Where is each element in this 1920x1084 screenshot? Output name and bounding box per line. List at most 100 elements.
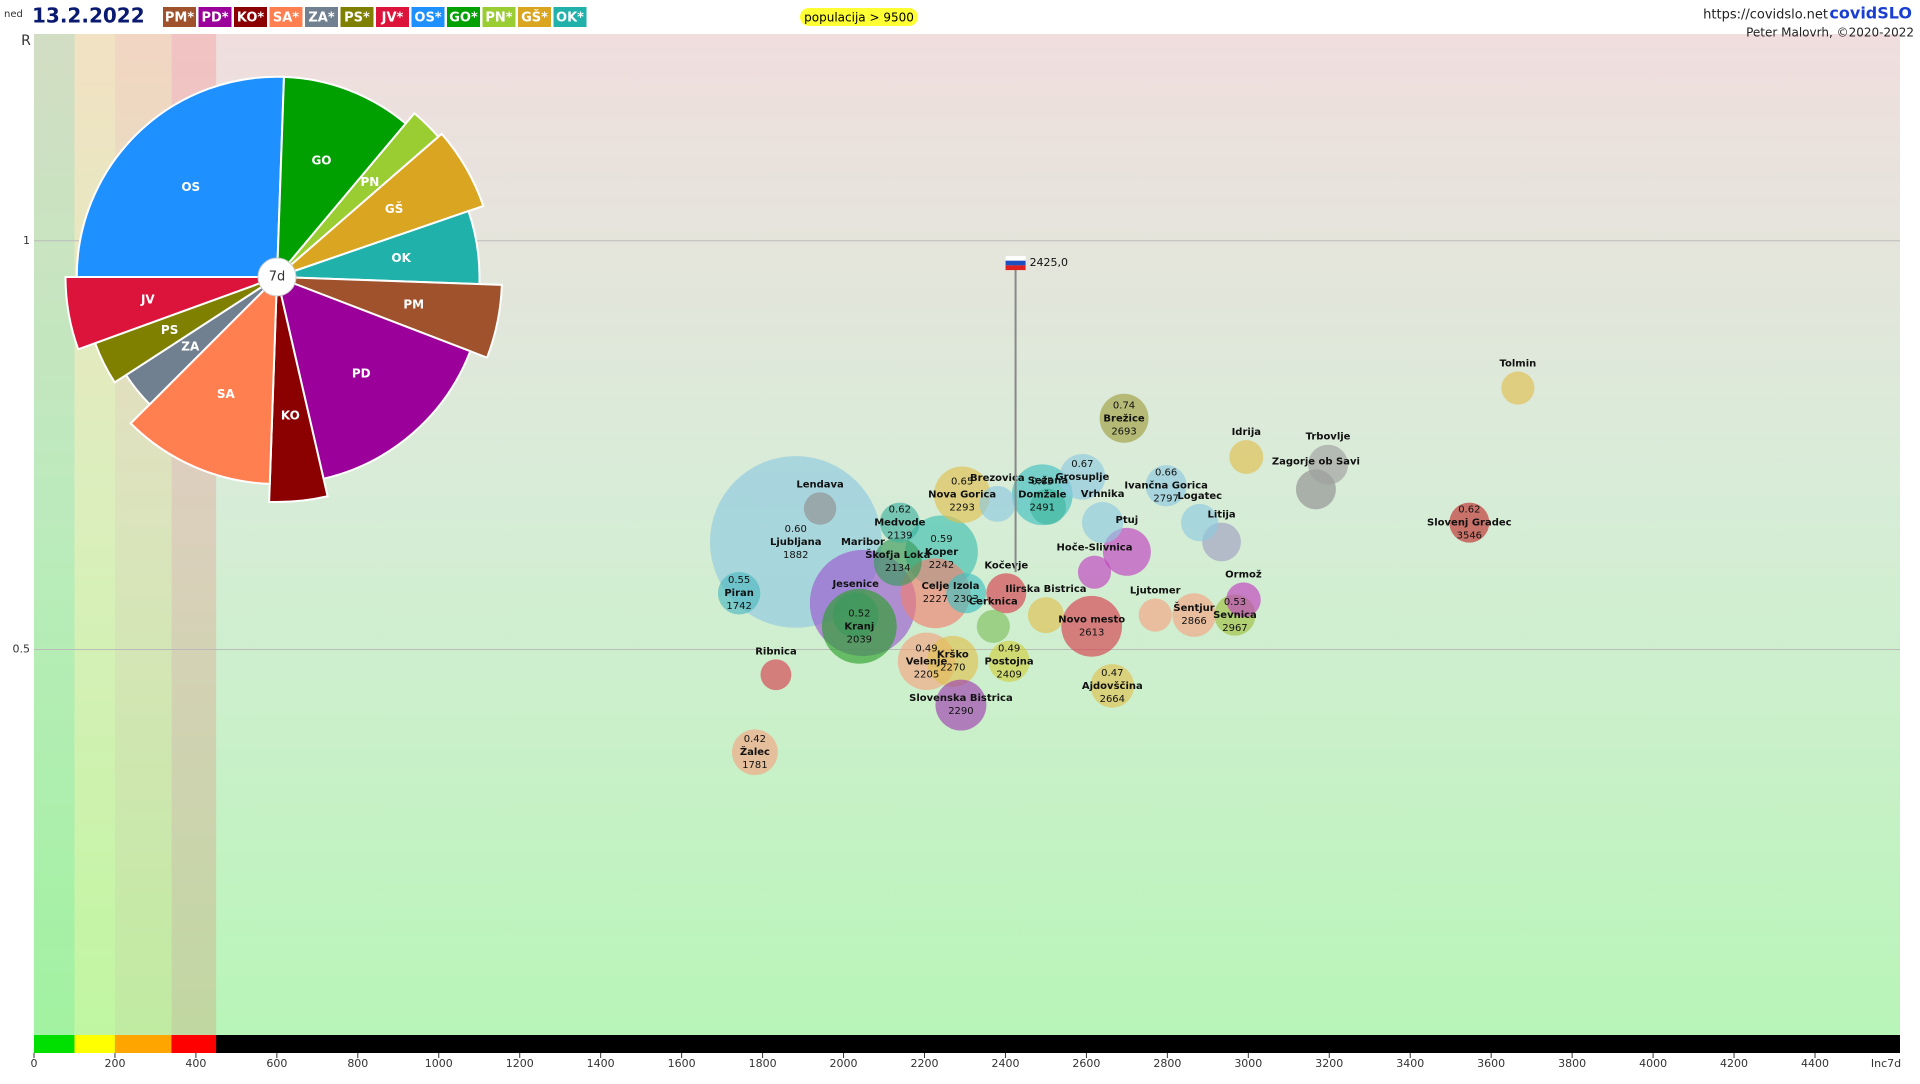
inc-label: 2139 <box>887 531 912 542</box>
x-tick-label: 1800 <box>749 1057 777 1070</box>
filter-pill <box>800 8 918 26</box>
bubble <box>933 466 991 524</box>
band-strip <box>34 1035 1900 1053</box>
bubble <box>1077 555 1112 589</box>
city-name: Ajdovščina <box>1082 680 1143 692</box>
inc-label: 2270 <box>940 662 965 673</box>
bubble <box>1138 598 1172 632</box>
city-name: Slovenska Bistrica <box>909 693 1013 704</box>
pie-label: PN <box>360 175 379 189</box>
bubble <box>900 558 971 629</box>
r-label: 0.59 <box>930 534 952 545</box>
r-label: 0.65 <box>951 477 973 488</box>
city-name: Slovenj Gradec <box>1427 518 1512 529</box>
bubble <box>879 502 920 543</box>
band-strip-segment <box>114 1035 172 1053</box>
x-tick-label: 2000 <box>830 1057 858 1070</box>
bubble <box>986 573 1027 614</box>
inc-label: 2664 <box>1100 694 1125 705</box>
city-name: Škofja Loka <box>865 548 930 561</box>
x-tick-label: 3600 <box>1477 1057 1505 1070</box>
x-axis-label: Inc7d <box>1871 1057 1901 1070</box>
city-name: Sevnica <box>1213 610 1257 621</box>
r-label: 0.67 <box>1071 459 1093 470</box>
city-name: Vrhnika <box>1081 489 1125 500</box>
r-label: 0.74 <box>1113 400 1135 411</box>
bubble <box>1081 502 1124 544</box>
city-name: Domžale <box>1018 489 1067 501</box>
city-name: Maribor <box>841 537 885 548</box>
pie-slice <box>268 276 329 503</box>
city-name: Sežana <box>1028 475 1068 487</box>
legend-label: OS* <box>414 11 441 26</box>
bubble <box>1027 597 1064 634</box>
city-name: Žalec <box>740 745 770 758</box>
band-strip-segment <box>74 1035 115 1053</box>
day: ned <box>4 9 23 20</box>
city-name: Koper <box>925 547 958 558</box>
inc-label: 2303 <box>953 594 978 605</box>
slovenia-label: 2425,0 <box>1030 256 1069 269</box>
inc-label: 2866 <box>1181 616 1206 627</box>
legend-label: GŠ* <box>521 10 548 26</box>
author: Peter Malovrh, ©2020-2022 <box>1746 26 1914 40</box>
flag-stripe <box>1005 265 1026 271</box>
city-name: Litija <box>1208 510 1236 521</box>
band-strip-segment <box>171 1035 217 1053</box>
bubble <box>976 609 1010 643</box>
inc-label: 1781 <box>742 760 767 771</box>
city-name: Izola <box>953 581 980 592</box>
city-name: Lendava <box>796 479 843 490</box>
r-label: 0.60 <box>785 524 807 535</box>
city-name: Novo mesto <box>1058 614 1125 625</box>
pie-label: OS <box>181 180 200 194</box>
city-name: Jesenice <box>831 579 879 590</box>
url[interactable]: https://covidslo.net <box>1703 8 1828 23</box>
bubble <box>1501 371 1535 405</box>
legend-swatch <box>411 7 445 27</box>
x-tick-label: 3000 <box>1234 1057 1262 1070</box>
city-name: Logatec <box>1177 491 1222 502</box>
city-name: Ljubljana <box>770 537 822 548</box>
r-label: 0.49 <box>998 643 1020 654</box>
city-name: Nova Gorica <box>928 490 996 501</box>
legend-label: SA* <box>273 11 299 26</box>
x-tick-label: 4200 <box>1720 1057 1748 1070</box>
legend-label: PN* <box>485 11 512 26</box>
city-name: Ilirska Bistrica <box>1005 584 1086 595</box>
bubble <box>935 679 987 731</box>
pie-slice <box>64 276 278 351</box>
bubble <box>1099 393 1149 443</box>
pie-label: GŠ <box>385 201 404 216</box>
inc-label: 2290 <box>948 706 973 717</box>
legend-swatch <box>376 7 409 27</box>
x-tick-label: 4400 <box>1801 1057 1829 1070</box>
city-name: Grosuplje <box>1055 472 1109 483</box>
x-tick-label: 800 <box>347 1057 368 1070</box>
legend-label: PS* <box>344 11 370 26</box>
r-label: 0.65 <box>1031 477 1053 488</box>
city-name: Brežice <box>1103 412 1145 424</box>
bubble <box>732 729 778 776</box>
legend-label: KO* <box>237 11 265 26</box>
bubble <box>717 572 761 615</box>
city-name: Ivančna Gorica <box>1124 480 1208 492</box>
r-label: 0.55 <box>728 575 750 586</box>
x-tick-label: 400 <box>185 1057 206 1070</box>
inc-label: 2227 <box>923 594 948 605</box>
bubble <box>1308 444 1349 485</box>
pie-label: ZA <box>181 340 200 354</box>
x-tick-label: 2600 <box>1072 1057 1100 1070</box>
pie-label: JV <box>140 292 155 306</box>
x-tick-label: 2200 <box>910 1057 938 1070</box>
r-label: 0.53 <box>1224 597 1246 608</box>
bubble <box>1145 465 1187 507</box>
pie-slice <box>276 132 485 278</box>
bubble <box>1226 582 1261 618</box>
pie-label: SA <box>217 387 236 401</box>
x-tick-label: 1600 <box>668 1057 696 1070</box>
legend-swatch <box>518 7 551 27</box>
pie-label: GO <box>311 154 331 168</box>
band-strip-segment <box>34 1035 75 1053</box>
